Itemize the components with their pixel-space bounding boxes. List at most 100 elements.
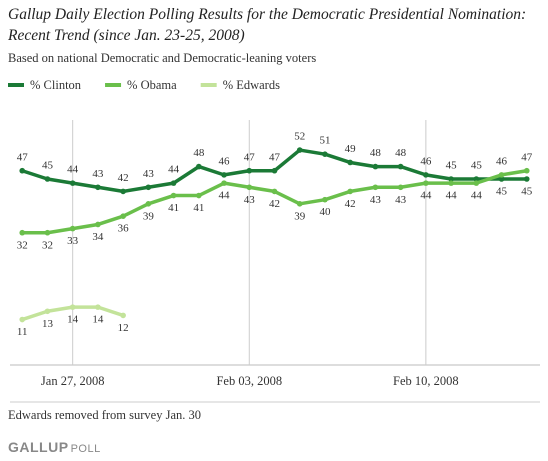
point	[44, 176, 51, 182]
point	[322, 196, 328, 203]
point	[69, 180, 76, 186]
data-label: 44	[168, 164, 180, 176]
point	[523, 176, 530, 182]
point	[498, 172, 505, 178]
data-label: 45	[446, 160, 458, 172]
point	[296, 147, 303, 153]
point	[221, 172, 227, 178]
point	[19, 316, 26, 323]
chart-subtitle: Based on national Democratic and Democra…	[8, 51, 316, 65]
data-label: 47	[269, 151, 281, 163]
data-label: 48	[193, 147, 205, 159]
data-label: 12	[118, 322, 129, 334]
x-tick-label: Feb 03, 2008	[216, 374, 282, 388]
point	[473, 176, 480, 182]
point	[95, 221, 101, 228]
logo-main: GALLUP	[8, 439, 69, 455]
point	[44, 229, 51, 236]
point	[498, 176, 505, 182]
data-label: 48	[370, 147, 382, 159]
data-label: 45	[521, 186, 533, 198]
data-label: 11	[17, 326, 28, 338]
data-label: 43	[395, 194, 407, 206]
data-label: 46	[420, 155, 432, 167]
data-label: 45	[496, 186, 508, 198]
point	[322, 151, 328, 157]
point	[145, 184, 152, 191]
point	[196, 163, 202, 170]
point	[423, 172, 429, 178]
data-label: 32	[17, 239, 28, 251]
point	[473, 180, 480, 186]
data-label: 13	[42, 318, 54, 330]
point	[271, 188, 278, 195]
data-label: 47	[521, 151, 533, 163]
data-label: 43	[92, 168, 104, 180]
point	[448, 176, 454, 182]
data-label: 48	[395, 147, 407, 159]
point	[69, 225, 76, 232]
point	[19, 167, 26, 174]
data-label: 49	[345, 143, 357, 155]
data-label: 42	[345, 198, 356, 210]
data-label: 32	[42, 239, 53, 251]
data-label: 45	[42, 160, 54, 172]
point	[523, 167, 530, 174]
data-label: 39	[143, 210, 155, 222]
point	[246, 167, 253, 174]
data-label: 47	[17, 151, 29, 163]
legend-label: % Obama	[127, 78, 177, 92]
x-tick-label: Jan 27, 2008	[41, 374, 105, 388]
data-label: 45	[471, 160, 483, 172]
data-label: 44	[67, 164, 79, 176]
data-label: 44	[219, 190, 231, 202]
point	[347, 188, 353, 195]
legend-label: % Clinton	[30, 78, 82, 92]
data-label: 41	[193, 202, 204, 214]
data-label: 39	[294, 210, 306, 222]
point	[448, 180, 454, 186]
point	[246, 184, 253, 191]
data-label: 14	[92, 314, 104, 326]
point	[397, 163, 404, 170]
point	[95, 304, 101, 310]
data-label: 40	[319, 206, 331, 218]
chart-title: Recent Trend (since Jan. 23-25, 2008)	[7, 27, 245, 44]
note: Edwards removed from survey Jan. 30	[8, 408, 201, 422]
data-label: 47	[244, 151, 256, 163]
data-label: 41	[168, 202, 179, 214]
point	[19, 229, 26, 236]
x-tick-label: Feb 10, 2008	[393, 374, 459, 388]
data-label: 34	[92, 231, 104, 243]
data-label: 36	[118, 223, 130, 235]
data-label: 14	[67, 314, 79, 326]
data-label: 42	[118, 172, 129, 184]
point	[296, 201, 303, 207]
point	[271, 167, 278, 174]
point	[95, 184, 101, 191]
point	[120, 188, 126, 195]
data-label: 44	[446, 190, 458, 202]
data-label: 46	[219, 155, 231, 167]
point	[120, 312, 126, 319]
point	[423, 180, 429, 186]
logo-sub: POLL	[71, 443, 101, 455]
point	[69, 304, 76, 310]
point	[170, 180, 177, 186]
point	[145, 201, 152, 207]
data-label: 43	[370, 194, 382, 206]
point	[44, 308, 51, 315]
point	[397, 184, 404, 191]
data-label: 43	[244, 194, 256, 206]
data-label: 33	[67, 235, 79, 247]
point	[372, 184, 379, 191]
point	[170, 192, 177, 199]
data-label: 44	[471, 190, 483, 202]
point	[347, 159, 353, 166]
point	[221, 180, 227, 186]
data-label: 51	[319, 135, 330, 147]
data-label: 52	[294, 131, 305, 143]
point	[372, 163, 379, 170]
data-label: 42	[269, 198, 280, 210]
